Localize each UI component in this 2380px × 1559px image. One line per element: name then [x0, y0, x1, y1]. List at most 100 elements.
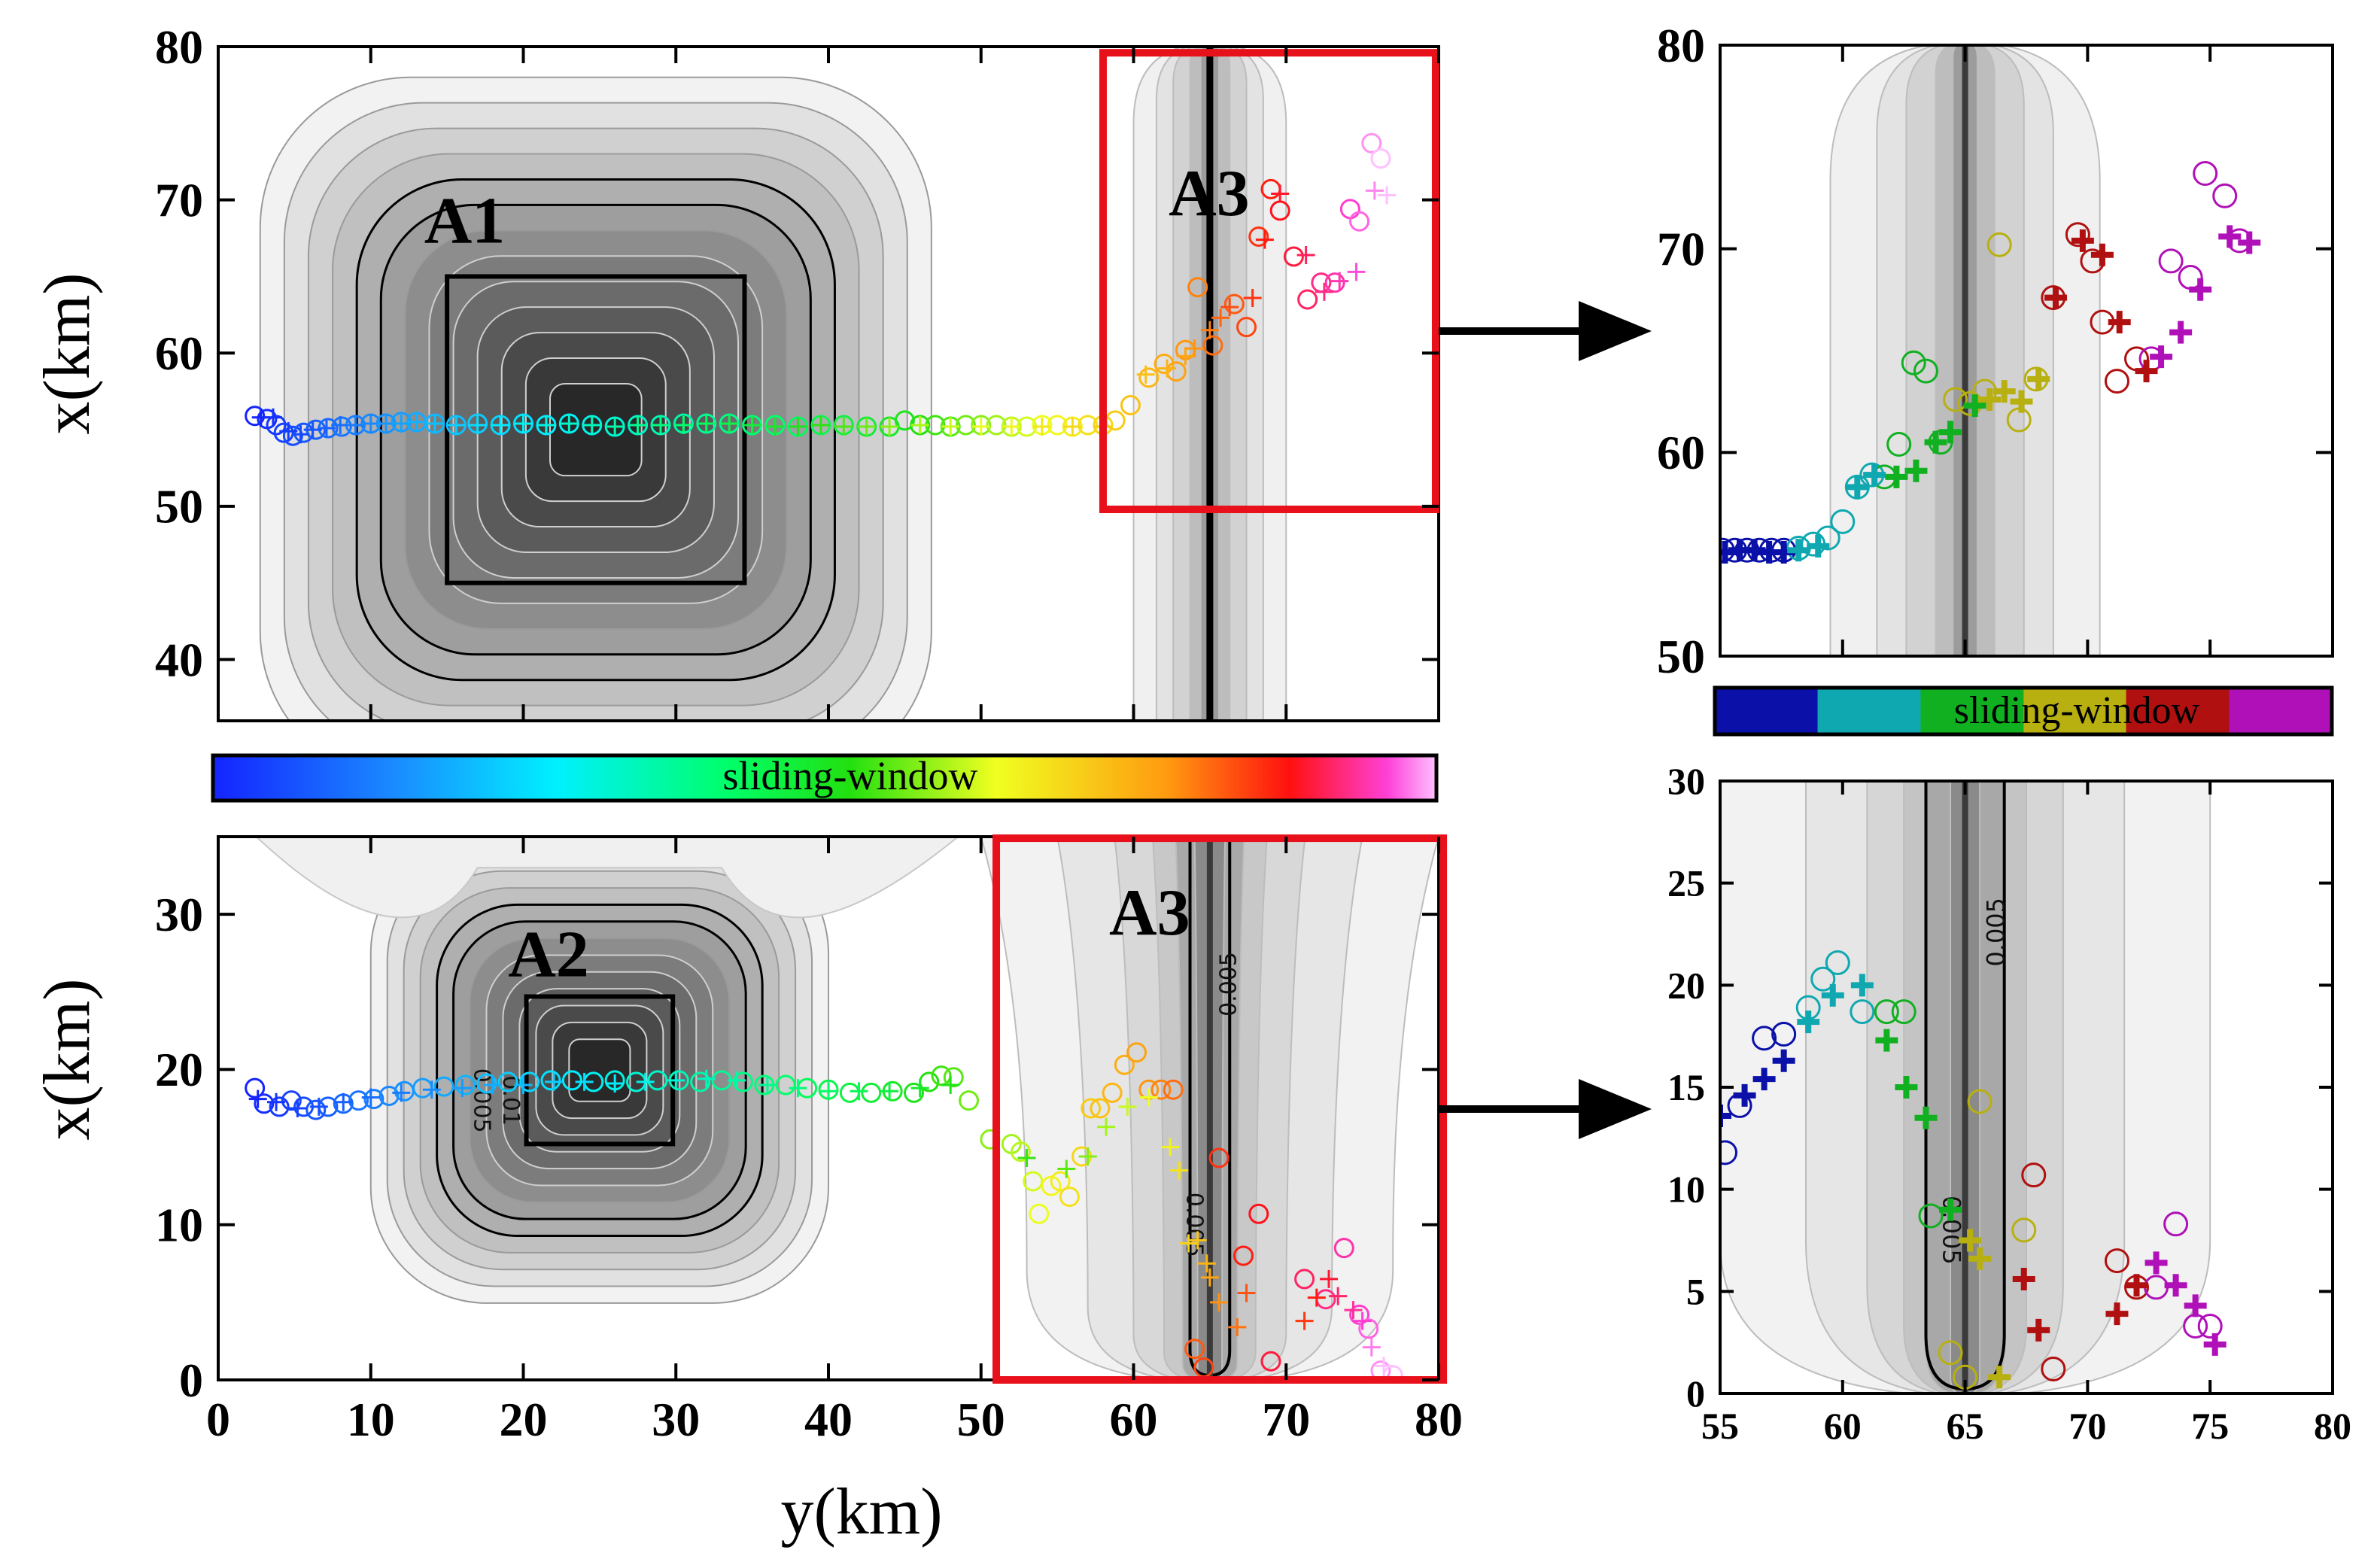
- contour-band: [568, 1038, 631, 1102]
- x-tick-label: 80: [1415, 1393, 1463, 1446]
- x-axis-label-bottom: y(km): [780, 1475, 942, 1548]
- y-tick-label: 15: [1667, 1066, 1705, 1108]
- region-label-a1: A1: [424, 185, 506, 258]
- colorbar-main-label: sliding-window: [722, 753, 977, 798]
- data-point-cross: [560, 414, 579, 433]
- data-point-cross: [1797, 1010, 1820, 1034]
- x-tick-label: 10: [347, 1393, 395, 1446]
- data-point-cross: [2090, 243, 2114, 266]
- data-point-cross: [789, 418, 807, 436]
- contour-shoulder: [255, 837, 959, 919]
- region-label-a3: A3: [1169, 157, 1250, 230]
- data-point-circle: [1901, 350, 1926, 375]
- data-point-circle: [1163, 1079, 1184, 1100]
- data-point-cross: [361, 414, 380, 433]
- data-point-circle: [266, 415, 287, 436]
- data-point-cross: [1179, 1234, 1198, 1253]
- data-point-cross: [248, 1089, 267, 1108]
- data-point-cross: [303, 421, 322, 439]
- colorbar-side-gradient: [1713, 685, 2334, 737]
- data-point-cross: [1904, 459, 1928, 482]
- data-point-cross: [582, 415, 601, 434]
- data-point-cross: [2184, 1294, 2207, 1317]
- data-point-cross: [1875, 1029, 1898, 1052]
- data-point-cross: [1200, 1268, 1219, 1287]
- data-point-circle: [1361, 132, 1382, 153]
- data-point-cross: [453, 1079, 472, 1098]
- data-point-cross: [1271, 184, 1290, 203]
- data-point-circle: [904, 1082, 925, 1103]
- colorbar-main-gradient: [211, 753, 1439, 803]
- data-point-cross: [545, 1072, 564, 1091]
- y-tick-label: 25: [1667, 862, 1705, 904]
- colorbar-main: sliding-window: [211, 753, 1439, 803]
- x-tick-label: 40: [804, 1393, 853, 1446]
- data-point-cross: [1220, 298, 1239, 317]
- data-point-cross: [1118, 1097, 1137, 1116]
- data-point-circle: [1294, 1269, 1315, 1290]
- data-point-circle: [245, 1077, 266, 1099]
- data-point-cross: [483, 1076, 502, 1095]
- data-point-circle: [1090, 1098, 1111, 1119]
- data-point-cross: [1032, 418, 1051, 436]
- data-point-circle: [1029, 1203, 1050, 1224]
- data-point-cross: [1895, 1076, 1918, 1099]
- data-point-cross: [2010, 390, 2033, 413]
- data-point-cross: [1057, 1159, 1076, 1178]
- data-point-cross: [1863, 463, 1886, 487]
- data-point-cross: [536, 415, 555, 434]
- data-point-circle: [305, 1099, 327, 1120]
- data-point-cross: [2189, 278, 2212, 301]
- data-point-cross: [2108, 311, 2131, 334]
- data-point-circle: [1297, 289, 1318, 310]
- data-point-cross: [789, 1079, 807, 1098]
- data-point-cross: [1228, 1317, 1247, 1336]
- data-point-cross: [1939, 1198, 1962, 1221]
- data-point-circle: [1126, 1042, 1147, 1063]
- data-point-cross: [1362, 1338, 1381, 1357]
- y-axis-label-top: x(km): [31, 272, 104, 434]
- data-point-cross: [743, 415, 761, 434]
- x-tick-label: 70: [1262, 1393, 1310, 1446]
- data-point-cross: [2027, 367, 2050, 391]
- data-point-cross: [1988, 1366, 2011, 1389]
- data-point-circle: [690, 1071, 711, 1093]
- panel-top-right: 50 60 70 80: [1657, 19, 2334, 683]
- y-tick-label: 80: [1657, 19, 1705, 72]
- x-tick-label: 20: [500, 1393, 548, 1446]
- data-point-cross: [575, 1072, 594, 1091]
- data-point-cross: [606, 418, 625, 436]
- data-point-circle: [894, 410, 915, 431]
- y-tick-label: 80: [155, 20, 203, 74]
- data-point-circle: [273, 422, 294, 443]
- data-point-cross: [2044, 286, 2068, 309]
- data-point-circle: [497, 1071, 518, 1093]
- y-tick-label: 20: [155, 1043, 203, 1096]
- data-point-circle: [931, 1065, 952, 1086]
- data-point-circle: [1333, 1238, 1354, 1259]
- data-point-circle: [1202, 335, 1223, 356]
- data-point-cross: [1200, 321, 1219, 339]
- data-point-cross: [971, 418, 990, 436]
- data-point-cross: [263, 408, 282, 427]
- x-tick-label: 75: [2191, 1405, 2229, 1447]
- data-point-cross: [1846, 476, 1869, 499]
- data-point-circle: [1752, 1026, 1777, 1051]
- data-point-circle: [1918, 1203, 1944, 1229]
- data-point-circle: [1150, 1079, 1172, 1100]
- contour-label: 0.005: [1982, 898, 2011, 967]
- data-point-circle: [1236, 317, 1257, 338]
- data-point-cross: [1959, 1229, 1982, 1252]
- y-tick-label: 60: [155, 327, 203, 380]
- data-point-cross: [1237, 1284, 1256, 1302]
- data-point-circle: [282, 425, 303, 446]
- data-point-cross: [1347, 263, 1366, 281]
- data-point-circle: [1810, 966, 1836, 992]
- arrow-to-bottom-zoom: [1439, 1079, 1652, 1139]
- data-point-circle: [1830, 509, 1856, 534]
- data-point-cross: [1315, 282, 1333, 301]
- data-point-cross: [392, 1083, 411, 1102]
- colorbar-side-label: sliding-window: [1954, 689, 2200, 732]
- data-point-cross: [514, 414, 533, 433]
